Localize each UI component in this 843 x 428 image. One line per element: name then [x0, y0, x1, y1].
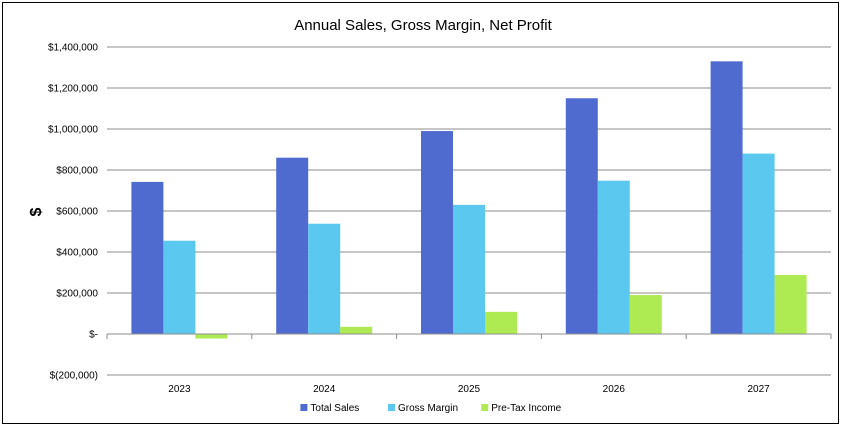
bar-gross-margin-2026	[597, 180, 630, 334]
y-tick-label: $(200,000)	[50, 371, 98, 382]
bar-pre-tax-income-2026	[629, 295, 662, 334]
y-tick-label: $600,000	[56, 207, 98, 218]
bar-pre-tax-income-2024	[340, 326, 373, 334]
legend-label: Gross Margin	[398, 403, 458, 414]
bar-gross-margin-2027	[742, 153, 775, 334]
bar-total-sales-2027	[710, 61, 743, 334]
bars	[131, 61, 807, 339]
legend-swatch	[300, 404, 308, 411]
y-axis-label: $	[28, 207, 45, 216]
y-tick-label: $-	[89, 330, 98, 341]
y-tick-label: $200,000	[56, 289, 98, 300]
bar-gross-margin-2024	[308, 223, 341, 334]
bar-total-sales-2024	[276, 157, 309, 334]
bar-pre-tax-income-2023	[195, 334, 228, 339]
x-tick-label: 2026	[603, 384, 626, 395]
bar-total-sales-2026	[565, 98, 598, 334]
x-tick-label: 2024	[313, 384, 336, 395]
legend: Total Sales Gross Margin Pre-Tax Income	[300, 403, 562, 414]
legend-swatch	[481, 404, 489, 411]
legend-label: Total Sales	[310, 403, 359, 414]
y-tick-labels: $(200,000) $- $200,000 $400,000 $600,000 $800…	[48, 43, 98, 382]
bar-pre-tax-income-2027	[774, 274, 807, 334]
bar-pre-tax-income-2025	[485, 311, 517, 334]
bar-total-sales-2025	[421, 131, 453, 334]
y-tick-label: $1,400,000	[48, 43, 98, 54]
x-axis: 2023 2024 2025 2026 2027	[106, 333, 832, 395]
x-tick-label: 2023	[168, 384, 191, 395]
y-tick-label: $1,200,000	[48, 84, 98, 95]
chart-frame: Annual Sales, Gross Margin, Net Profit $…	[2, 2, 839, 424]
bar-total-sales-2023	[131, 181, 164, 334]
y-tick-label: $400,000	[56, 248, 98, 259]
legend-label: Pre-Tax Income	[491, 403, 561, 414]
bar-chart: Annual Sales, Gross Margin, Net Profit $…	[28, 17, 832, 414]
chart-title: Annual Sales, Gross Margin, Net Profit	[294, 17, 552, 34]
legend-swatch	[388, 404, 395, 411]
x-tick-label: 2027	[747, 384, 770, 395]
bar-gross-margin-2023	[163, 240, 196, 334]
x-tick-label: 2025	[458, 384, 481, 395]
y-tick-label: $800,000	[56, 166, 98, 177]
y-tick-label: $1,000,000	[48, 125, 98, 136]
bar-gross-margin-2025	[453, 204, 485, 334]
